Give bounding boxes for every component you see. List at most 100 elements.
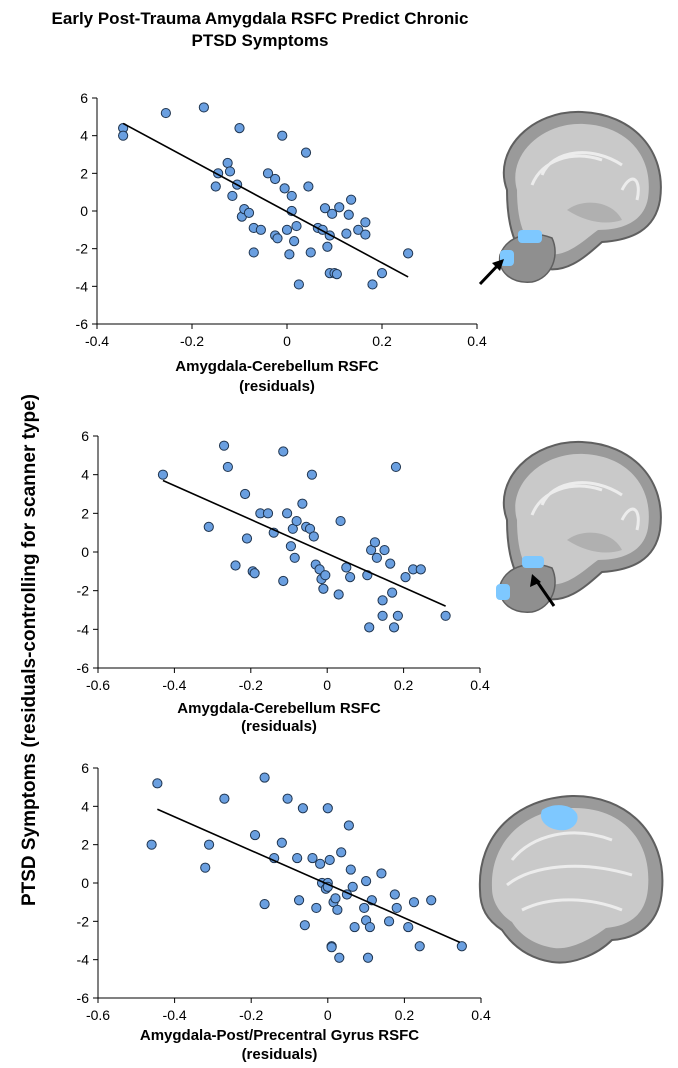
chart-2-x-tick-label: -0.6 [86, 677, 110, 693]
chart-1-data-point [341, 228, 352, 239]
chart-1-x-tick-label: -0.4 [85, 333, 109, 349]
chart-2-data-point [222, 461, 233, 473]
chart-3-data-point [343, 820, 354, 831]
chart-3-x-tick-label: -0.4 [163, 1007, 187, 1023]
chart-1-y-tick-label: -6 [76, 316, 89, 332]
chart-2-data-point [371, 552, 382, 563]
chart-2-data-point [285, 541, 297, 552]
chart-1-data-point [227, 190, 238, 202]
chart-2-y-tick-label: -6 [77, 660, 90, 676]
figure-title-line-1: Early Post-Trauma Amygdala RSFC Predict … [51, 9, 469, 28]
chart-2-data-point [157, 469, 169, 480]
chart-2-y-tick-label: -4 [77, 621, 90, 637]
chart-2-data-point [440, 610, 451, 621]
chart-3-data-point [307, 852, 318, 864]
chart-2-data-point [230, 560, 241, 571]
scatter-plot-1: 6 4 2 0 -2 -4 -6-0.4 -0.2 0 0.2 0.4 Amygdala-Cerebe… [76, 90, 487, 395]
chart-3-data-point [362, 952, 374, 963]
chart-2-y-tick-label: 2 [81, 505, 89, 521]
arrow-head-1 [492, 259, 504, 271]
brain-sagittal-image-precentral [478, 794, 664, 964]
chart-1-y-tick-label: 2 [80, 165, 88, 181]
chart-2-x-tick-label: -0.2 [239, 677, 263, 693]
chart-1-data-point [284, 249, 295, 260]
chart-1-data-point [346, 194, 357, 205]
chart-2-data-point [333, 589, 344, 600]
chart-1-data-point [160, 107, 171, 119]
chart-1-data-point [262, 168, 274, 179]
chart-1-data-point [327, 208, 338, 219]
chart-3-data-point [297, 803, 309, 814]
chart-1-y-tick-label: 6 [80, 90, 88, 106]
chart-3-data-point [315, 858, 326, 869]
chart-3-data-point [347, 881, 358, 892]
chart-3-x-tick-label: 0.4 [471, 1007, 491, 1023]
chart-3-y-tick-label: 2 [81, 837, 89, 853]
chart-1-y-tick-label: -4 [76, 278, 89, 294]
chart-2-data-point [318, 583, 329, 594]
chart-1-data-point [353, 224, 364, 235]
chart-3-y-tick-label: 4 [81, 798, 89, 814]
chart-2-data-point [278, 575, 289, 587]
chart-2-x-axis-label: Amygdala-Cerebellum RSFC [177, 700, 381, 717]
chart-3-data-point [249, 829, 261, 841]
chart-2-y-tick-label: 4 [81, 467, 89, 483]
chart-1-y-tick-label: 4 [80, 128, 88, 144]
chart-3-x-tick-label: 0.2 [395, 1007, 415, 1023]
chart-3-data-point [292, 852, 303, 864]
chart-2-data-point [369, 537, 381, 548]
chart-2-data-point [345, 572, 356, 583]
chart-1-data-point [281, 224, 293, 235]
chart-1-data-point [224, 166, 236, 177]
chart-1-data-point [360, 229, 371, 240]
chart-3-data-point [389, 889, 400, 900]
chart-1-data-point [243, 207, 255, 218]
chart-3-data-point [332, 904, 343, 915]
chart-3-x-tick-label: -0.2 [239, 1007, 263, 1023]
chart-3-x-axis-label: Amygdala-Post/Precentral Gyrus RSFC [140, 1027, 419, 1044]
chart-2-data-point [218, 440, 230, 451]
chart-2-data-point [392, 610, 403, 621]
chart-1-data-point [248, 247, 259, 258]
chart-3-x-tick-label: -0.6 [86, 1007, 110, 1023]
brain-sagittal-image-cerebellum-1 [478, 110, 662, 286]
chart-3-trend-line [157, 808, 461, 944]
chart-1-x-tick-label: 0.2 [372, 333, 392, 349]
chart-3-data-point [259, 898, 270, 910]
chart-3-data-point [311, 902, 322, 914]
chart-1-data-point [198, 102, 209, 113]
chart-3-data-point [146, 839, 157, 850]
blue-cluster-precentral [540, 805, 578, 831]
chart-3-y-tick-label: 0 [81, 875, 89, 891]
chart-2-data-point [379, 544, 390, 556]
chart-1-x-tick-label: 0 [283, 333, 291, 349]
chart-3-y-tick-label: 6 [81, 760, 89, 776]
chart-3-data-point [336, 847, 347, 858]
chart-1-data-point [222, 157, 233, 169]
chart-1-y-tick-label: 0 [80, 203, 88, 219]
blue-cluster-cerebellum [518, 230, 542, 243]
chart-2-y-tick-label: -2 [77, 583, 90, 599]
chart-3-data-point [282, 793, 293, 804]
chart-2-data-point [278, 446, 289, 457]
chart-3-data-point [376, 868, 387, 879]
chart-1-data-point [300, 147, 312, 158]
chart-2-data-point [262, 508, 274, 519]
chart-3-data-point [326, 942, 337, 953]
chart-3-data-point [359, 902, 370, 914]
chart-1-data-point [334, 202, 345, 213]
chart-2-data-point [390, 461, 402, 473]
chart-1-data-point [305, 247, 316, 258]
chart-3-x-axis-label-sub: (residuals) [242, 1046, 318, 1063]
chart-1-data-point [322, 241, 333, 252]
chart-3-data-point [364, 921, 376, 933]
chart-3-data-point [276, 837, 287, 848]
chart-2-data-point [239, 488, 251, 500]
arrow-head-2 [530, 574, 541, 587]
chart-3-data-point [259, 772, 270, 783]
chart-1-x-axis-label-sub: (residuals) [239, 378, 315, 395]
brain-sagittal-image-cerebellum-2 [496, 440, 662, 613]
figure-title-line-2: PTSD Symptoms [191, 31, 329, 50]
chart-1-data-point [343, 209, 354, 220]
chart-3-y-tick-label: -2 [77, 913, 90, 929]
